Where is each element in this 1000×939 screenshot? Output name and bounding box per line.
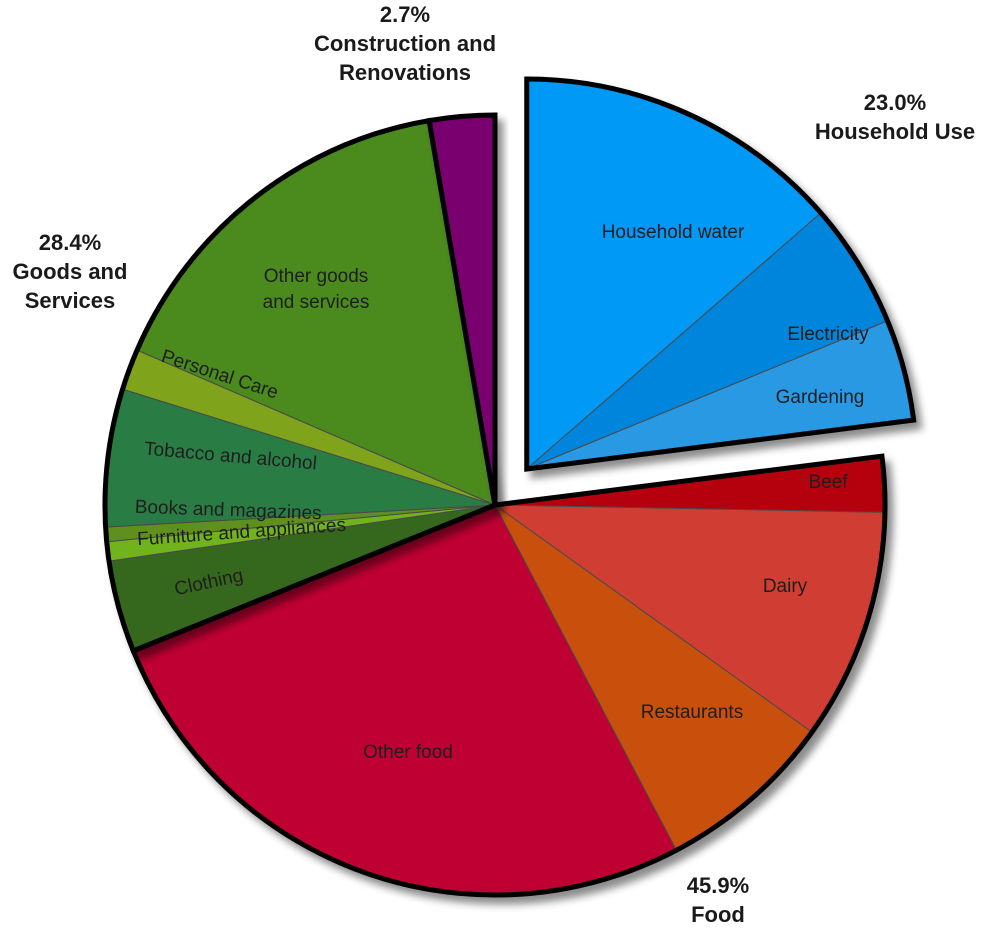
group-labels: 23.0% Household Use 45.9% Food 28.4% Goods an… <box>13 2 976 927</box>
slice-label-other-food: Other food <box>363 742 453 763</box>
group-label-food: 45.9% Food <box>687 873 749 927</box>
pie-group-food <box>130 453 888 898</box>
pie-group-outline-household <box>524 76 917 472</box>
slice-label-gardening: Gardening <box>776 387 865 408</box>
slice-label-household-water: Household water <box>602 222 745 243</box>
pie-group-outline-goods <box>102 117 498 655</box>
slice-label-electricity: Electricity <box>787 324 869 345</box>
slice-label-dairy: Dairy <box>763 576 808 597</box>
pie-group-construction <box>426 112 498 506</box>
slice-label-restaurants: Restaurants <box>641 702 743 723</box>
group-label-goods: 28.4% Goods and Services <box>13 230 128 313</box>
slice-label-beef: Beef <box>808 472 848 493</box>
pie-group-outline-food <box>130 453 888 898</box>
pie-group-goods <box>102 117 498 655</box>
group-label-household: 23.0% Household Use <box>815 90 975 144</box>
pie-group-outline-construction <box>426 112 498 506</box>
slice-label-other-goods-and-services: Other goods and services <box>263 266 370 313</box>
pie-group-household <box>524 76 917 472</box>
pie-wedges <box>102 76 917 898</box>
group-label-construction: 2.7% Construction and Renovations <box>314 2 496 85</box>
